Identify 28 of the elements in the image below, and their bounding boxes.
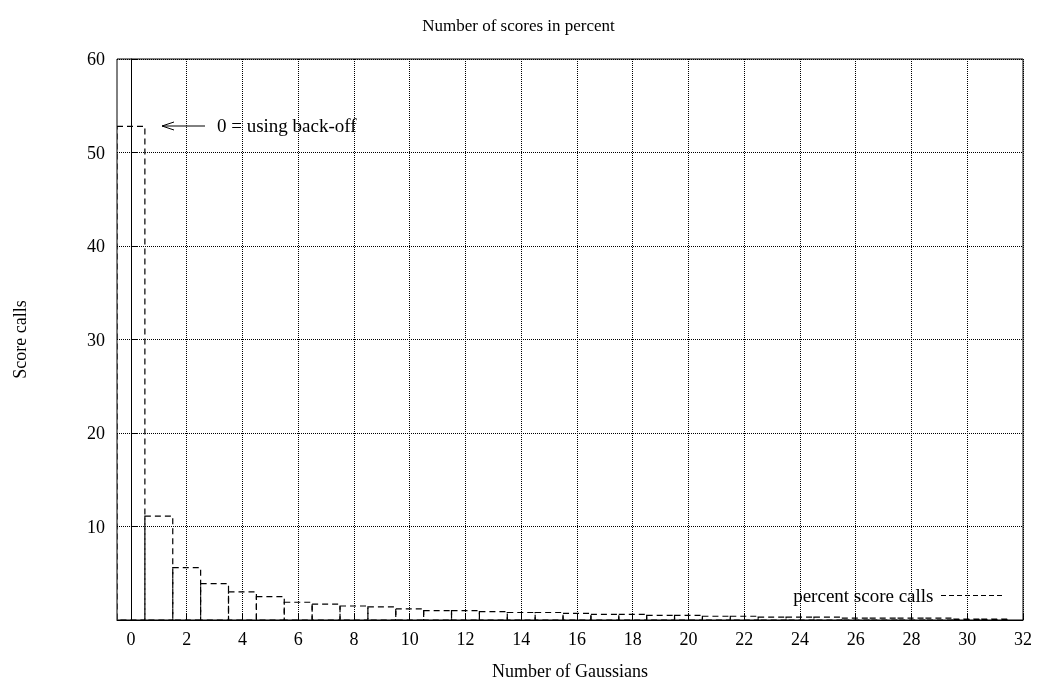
chart-title: Number of scores in percent — [422, 16, 616, 35]
x-axis-title: Number of Gaussians — [492, 661, 648, 681]
x-tick-label: 18 — [623, 629, 642, 649]
y-tick-label: 30 — [87, 329, 105, 350]
legend-label: percent score calls — [793, 585, 934, 606]
y-tick-label: 50 — [87, 142, 105, 163]
x-tick-label: 32 — [1014, 629, 1032, 649]
y-tick-label: 20 — [87, 423, 105, 443]
y-tick-label: 60 — [87, 49, 105, 69]
y-tick-label: 40 — [87, 236, 105, 256]
x-tick-label: 14 — [512, 629, 531, 649]
x-tick-label: 6 — [293, 629, 303, 649]
x-tick-label: 28 — [902, 629, 921, 649]
y-tick-label: 10 — [87, 516, 105, 537]
x-tick-label: 24 — [790, 629, 809, 649]
x-tick-label: 20 — [679, 629, 698, 649]
x-tick-label: 4 — [237, 629, 247, 649]
x-tick-label: 22 — [735, 629, 754, 649]
x-tick-label: 26 — [846, 629, 865, 649]
annotation: 0 = using back-off — [216, 115, 357, 138]
x-tick-label: 10 — [400, 629, 419, 649]
x-tick-label: 2 — [182, 629, 192, 649]
x-tick-label: 0 — [126, 629, 136, 649]
x-tick-label: 8 — [349, 629, 359, 649]
x-tick-label: 12 — [456, 629, 475, 649]
y-axis-title: Score calls — [10, 300, 30, 379]
x-tick-label: 30 — [958, 629, 977, 649]
x-tick-label: 16 — [567, 629, 586, 649]
